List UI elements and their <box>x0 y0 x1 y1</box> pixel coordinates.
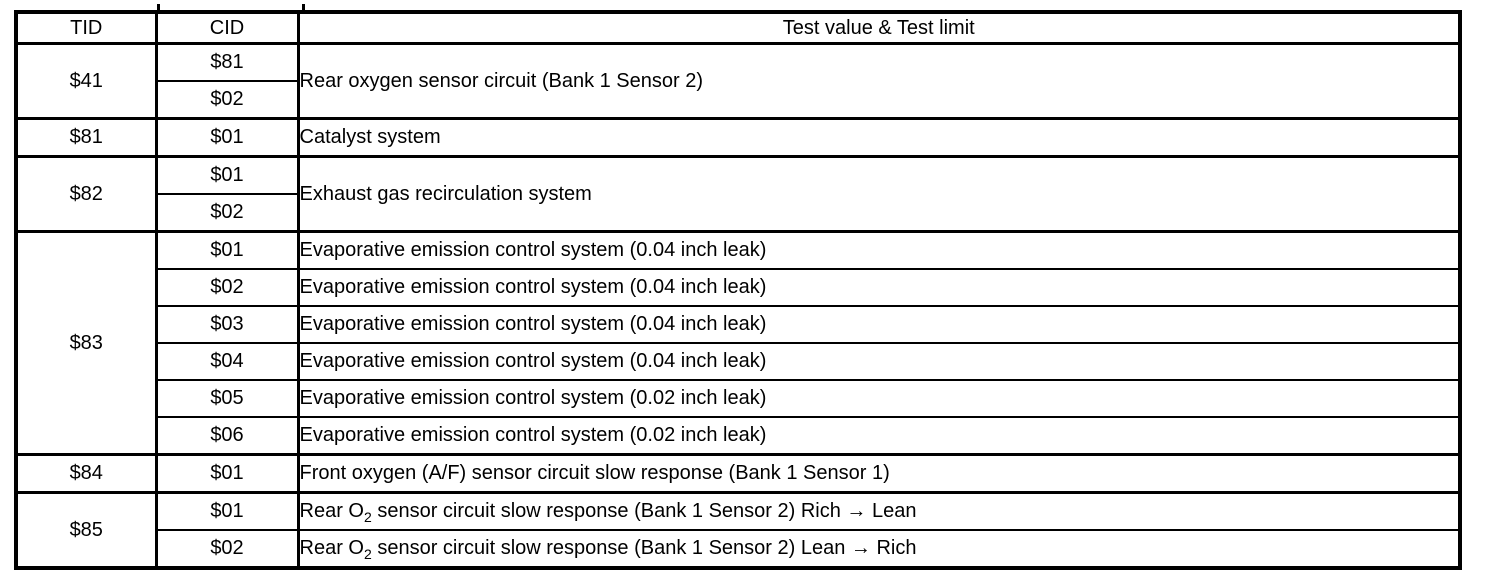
tid-cell: $81 <box>14 117 158 158</box>
table-row: $02 Rear O2 sensor circuit slow response … <box>16 529 1462 569</box>
description-cell: Rear O2 sensor circuit slow response (Ba… <box>296 529 1462 569</box>
table-row: $81 $01 Catalyst system <box>14 117 1462 158</box>
table-row: $02 Evaporative emission control system (… <box>16 268 1462 307</box>
cid-cell: $81 <box>154 42 300 82</box>
subscript: 2 <box>363 509 372 525</box>
column-header-cid: CID <box>154 11 300 45</box>
table-row: $03 Evaporative emission control system (… <box>16 305 1462 344</box>
scan-artifact-tick <box>157 4 160 11</box>
table-row: $83 $01 Evaporative emission control syste… <box>14 230 1462 456</box>
scan-artifact-tick <box>302 4 305 11</box>
cid-cell: $06 <box>154 416 300 456</box>
column-header-test-value: Test value & Test limit <box>296 11 1462 45</box>
cid-cell: $02 <box>154 80 300 120</box>
tid-cell: $85 <box>14 491 158 569</box>
subscript: 2 <box>363 546 372 562</box>
table-row: $02 <box>16 80 1460 120</box>
table-row: $84 $01 Front oxygen (A/F) sensor circuit … <box>14 453 1462 494</box>
cid-cell: $02 <box>154 529 300 569</box>
cid-cell: $01 <box>154 155 300 195</box>
cid-cell: $01 <box>154 453 300 494</box>
table-row: $02 <box>16 193 1460 233</box>
dtc-table-wrap: TID CID Test value & Test limit $41 $81 Re… <box>14 4 1462 570</box>
tid-cell: $82 <box>14 155 158 233</box>
table-row: $04 Evaporative emission control system (… <box>16 342 1462 381</box>
description-cell: Front oxygen (A/F) sensor circuit slow r… <box>296 453 1462 494</box>
cid-cell: $03 <box>154 305 300 344</box>
cid-cell: $01 <box>154 491 300 531</box>
description-cell: Evaporative emission control system (0.0… <box>296 342 1462 381</box>
header-row: TID CID Test value & Test limit <box>14 11 1462 45</box>
cid-cell: $01 <box>154 230 300 270</box>
table-row: $06 Evaporative emission control system (… <box>16 416 1462 456</box>
description-cell: Evaporative emission control system (0.0… <box>296 305 1462 344</box>
cid-cell: $02 <box>154 268 300 307</box>
tid-cid-test-table: TID CID Test value & Test limit $41 $81 Re… <box>14 10 1462 570</box>
description-cell: Rear O2 sensor circuit slow response (Ba… <box>296 491 1462 531</box>
table-row: $82 $01 Exhaust gas recirculation system <box>14 155 1462 233</box>
description-cell: Evaporative emission control system (0.0… <box>296 268 1462 307</box>
cid-cell: $01 <box>154 117 300 158</box>
description-cell: Rear oxygen sensor circuit (Bank 1 Senso… <box>296 42 1462 120</box>
cid-cell: $04 <box>154 342 300 381</box>
table-row: $85 $01 Rear O2 sensor circuit slow respon… <box>14 491 1462 569</box>
column-header-tid: TID <box>14 11 158 45</box>
table-row: $05 Evaporative emission control system (… <box>16 379 1462 418</box>
tid-cell: $83 <box>14 230 158 456</box>
description-cell: Catalyst system <box>296 117 1462 158</box>
tid-cell: $41 <box>14 42 158 120</box>
cid-cell: $02 <box>154 193 300 233</box>
table-row: $41 $81 Rear oxygen sensor circuit (Bank 1… <box>14 42 1462 120</box>
tid-cell: $84 <box>14 453 158 494</box>
description-cell: Evaporative emission control system (0.0… <box>296 379 1462 418</box>
table-body: $41 $81 Rear oxygen sensor circuit (Bank 1… <box>14 42 1462 569</box>
cid-cell: $05 <box>154 379 300 418</box>
description-cell: Exhaust gas recirculation system <box>296 155 1462 233</box>
description-cell: Evaporative emission control system (0.0… <box>296 230 1462 270</box>
description-cell: Evaporative emission control system (0.0… <box>296 416 1462 456</box>
